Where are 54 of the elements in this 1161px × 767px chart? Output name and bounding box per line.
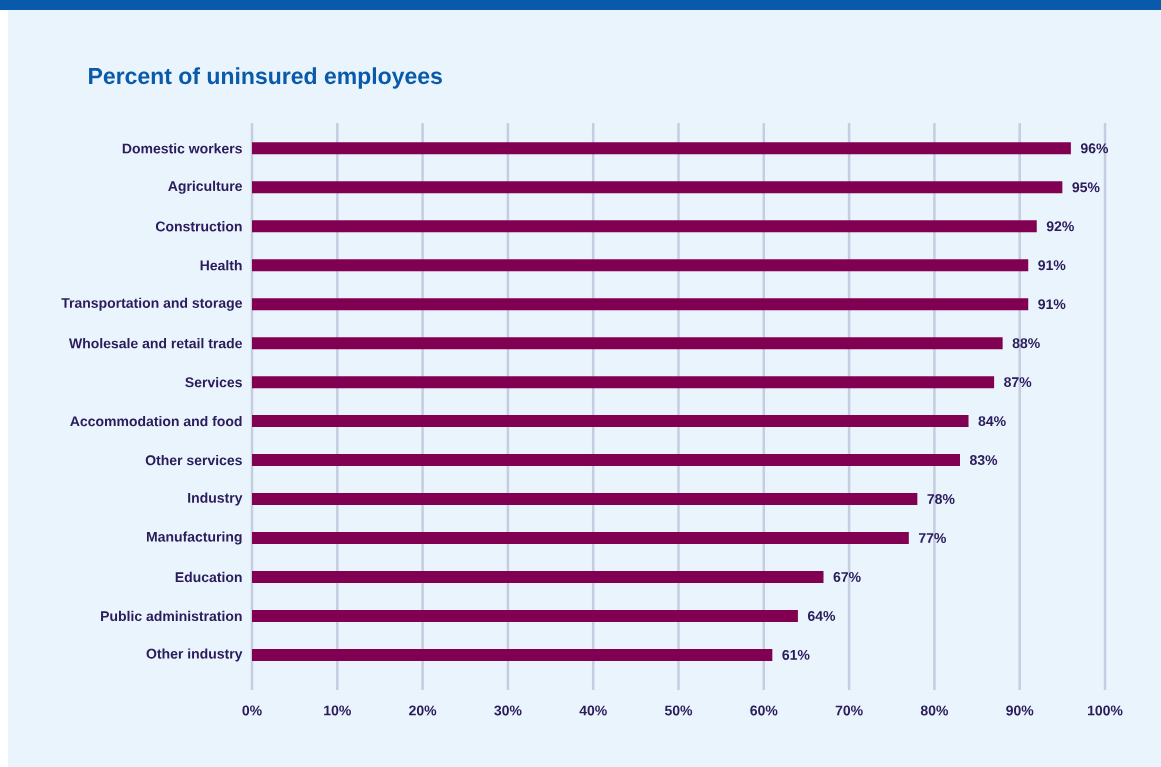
x-tick-label: 40% (579, 705, 607, 716)
x-tick-label: 10% (324, 705, 351, 716)
data-label: 87% (1004, 377, 1032, 388)
y-tick-label: Domestic workers (122, 143, 242, 154)
bar (252, 181, 1063, 194)
bar (252, 259, 1029, 272)
data-label: 91% (1038, 299, 1066, 310)
x-tick-label: 100% (1087, 705, 1123, 716)
data-label: 88% (1012, 338, 1040, 349)
y-tick-label: Construction (155, 221, 242, 232)
x-tick-label: 20% (409, 705, 437, 716)
data-label: 61% (782, 649, 810, 660)
y-tick-label: Services (185, 376, 242, 388)
chart-title: Percent of uninsured employees (89, 67, 442, 89)
bar (252, 337, 1003, 350)
y-tick-label: Manufacturing (146, 531, 242, 545)
bar (252, 570, 824, 583)
bar (252, 220, 1037, 233)
y-tick-label: Transportation and storage (61, 297, 242, 311)
data-label: 91% (1038, 260, 1066, 271)
x-tick-label: 60% (750, 705, 778, 716)
y-tick-label: Other industry (146, 648, 243, 662)
data-label: 64% (807, 610, 836, 621)
data-label: 83% (969, 455, 998, 466)
y-tick-label: Public administration (101, 610, 242, 622)
bar (252, 415, 969, 428)
x-tick-label: 90% (1006, 705, 1034, 716)
bar (252, 298, 1029, 311)
y-tick-label: Industry (188, 492, 243, 506)
data-label: 92% (1046, 221, 1074, 232)
x-tick-label: 80% (920, 705, 949, 716)
bar (252, 532, 909, 545)
bar (252, 493, 918, 506)
y-tick-label: Agriculture (168, 180, 242, 194)
data-label: 78% (927, 494, 955, 504)
x-tick-label: 50% (664, 705, 693, 716)
y-tick-label: Wholesale and retail trade (68, 338, 242, 349)
data-label: 96% (1080, 143, 1109, 154)
x-tick-label: 30% (494, 705, 522, 716)
data-label: 77% (918, 533, 946, 543)
x-tick-label: 0% (242, 705, 262, 716)
data-label: 67% (833, 572, 861, 582)
y-tick-label: Other services (145, 454, 242, 466)
y-tick-label: Accommodation and food (70, 415, 242, 427)
bar (252, 376, 995, 389)
y-tick-label: Health (200, 260, 242, 271)
y-tick-label: Education (175, 571, 242, 583)
bar (252, 454, 960, 467)
x-tick-label: 70% (835, 705, 863, 716)
data-label: 95% (1072, 182, 1100, 193)
bar (252, 609, 798, 622)
bar (252, 142, 1071, 155)
bar (252, 648, 773, 661)
data-label: 84% (978, 416, 1006, 427)
